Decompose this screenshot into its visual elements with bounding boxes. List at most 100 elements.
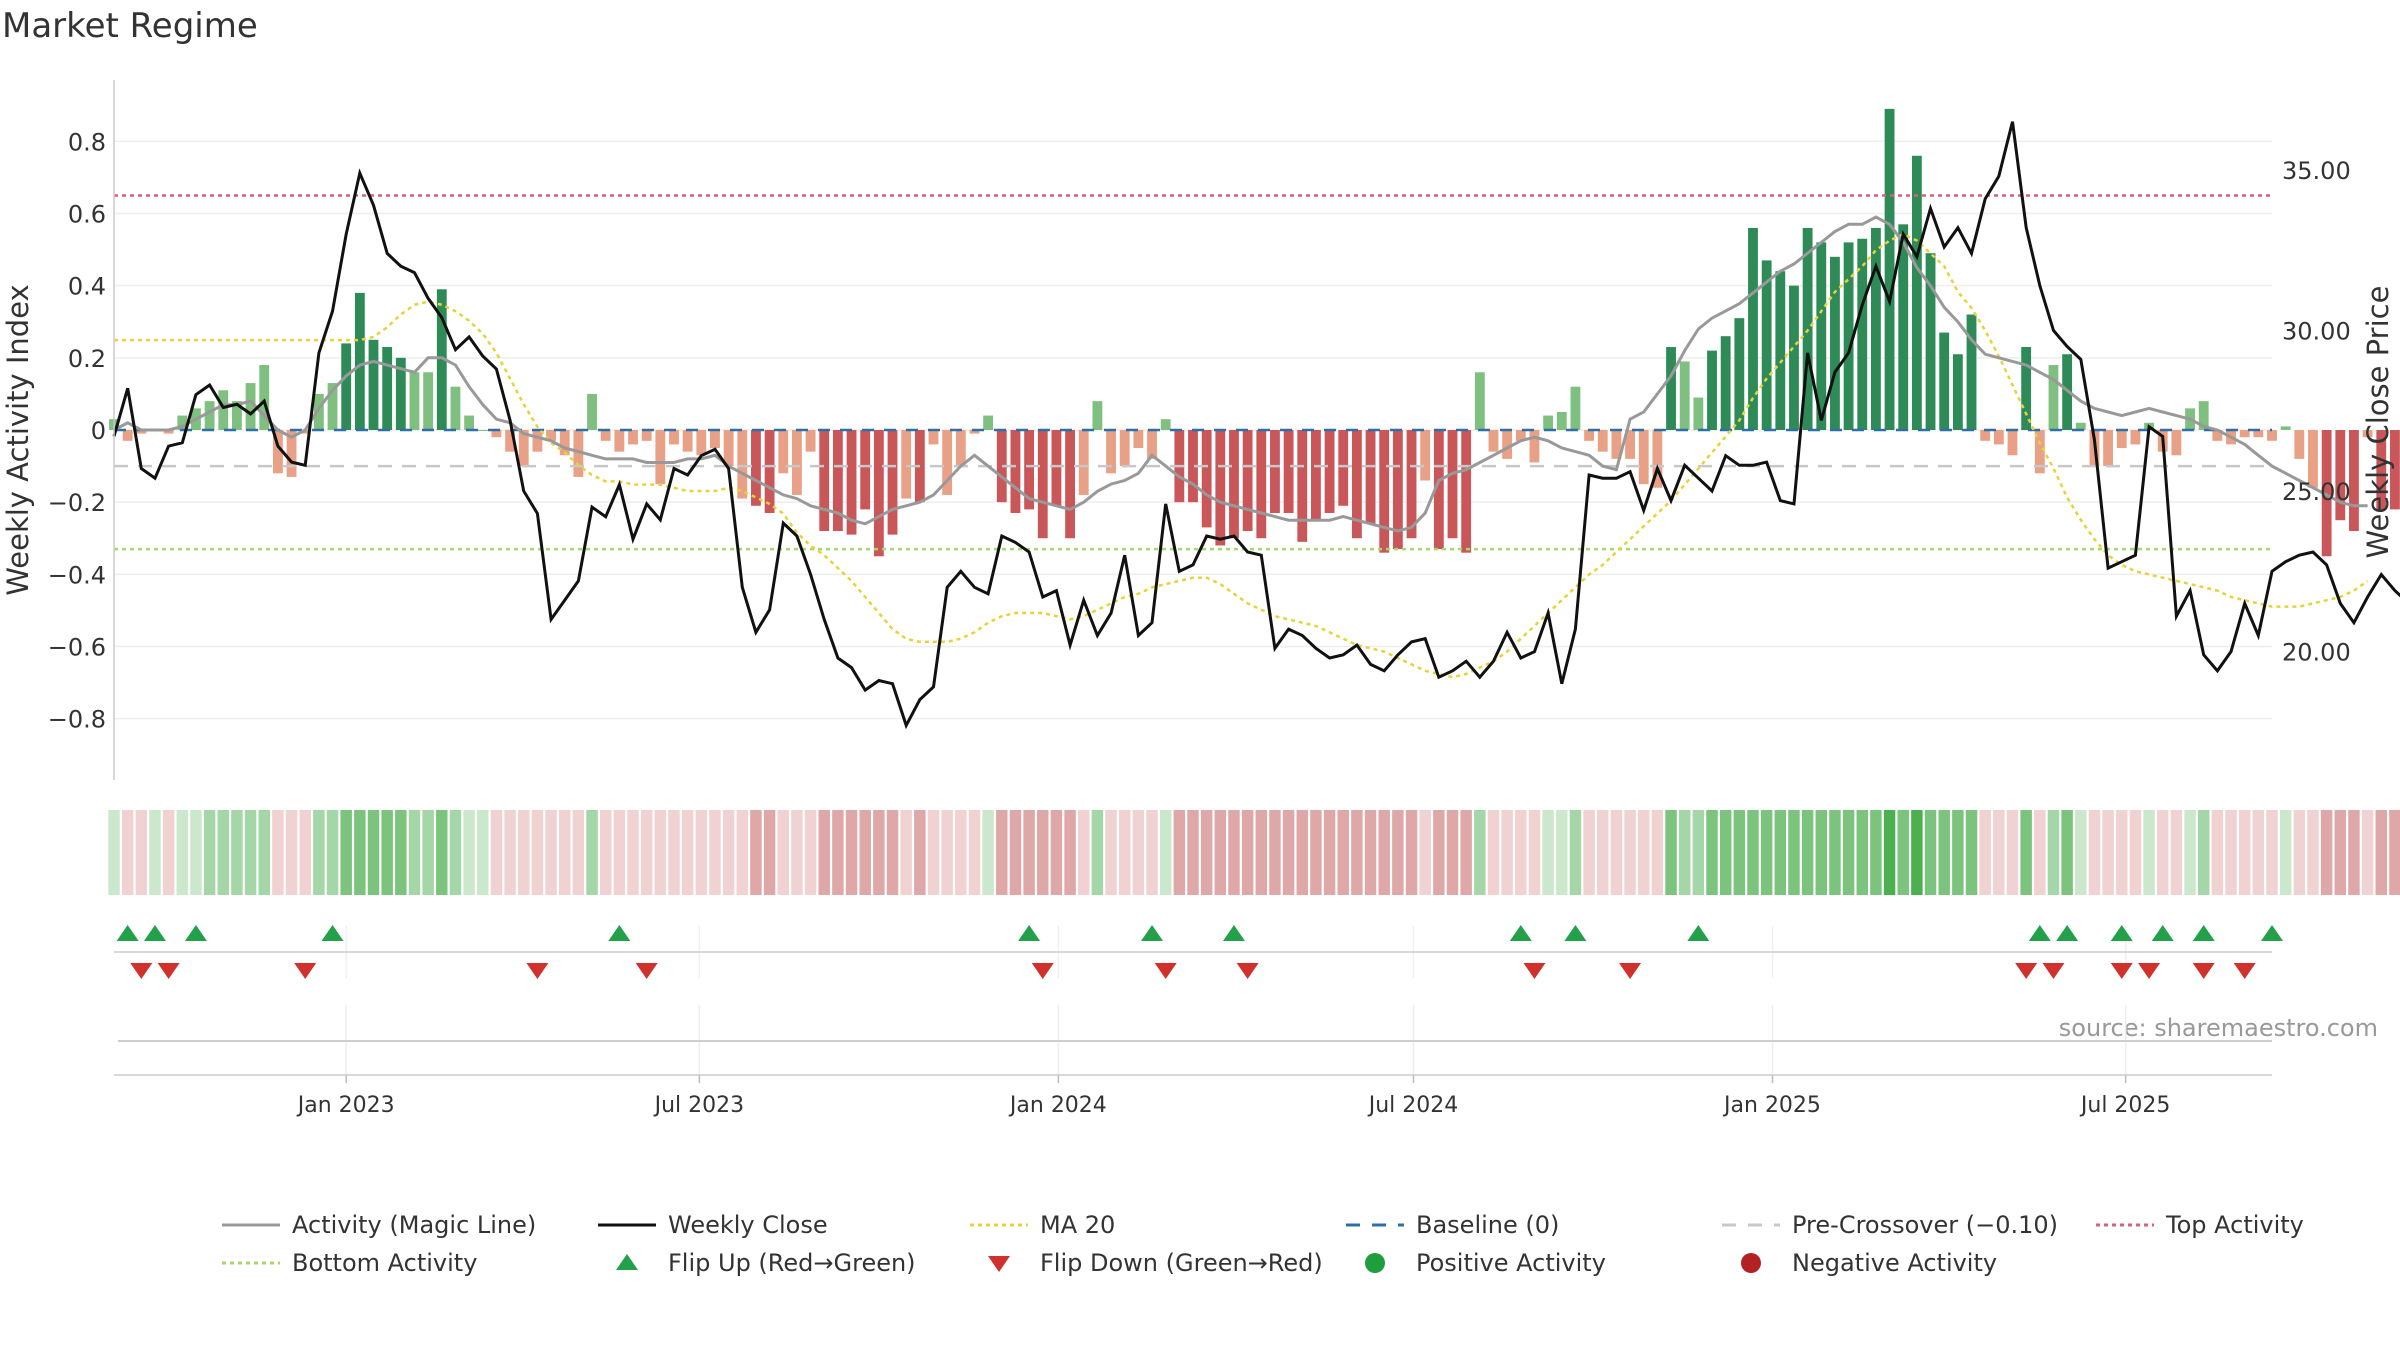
activity-bar <box>1734 318 1745 430</box>
activity-bar <box>1338 430 1349 506</box>
regime-strip-cell <box>1241 810 1254 895</box>
activity-bar <box>300 430 311 434</box>
activity-bar <box>996 430 1007 503</box>
activity-bar <box>1119 430 1130 467</box>
activity-bar <box>2171 430 2182 456</box>
flip-up-marker <box>184 925 207 941</box>
regime-strip-cell <box>504 810 516 895</box>
regime-strip-cell <box>1801 810 1814 895</box>
activity-bar <box>600 430 611 441</box>
flip-up-marker <box>1018 925 1041 941</box>
activity-bar <box>464 415 475 430</box>
activity-bar <box>955 430 966 467</box>
regime-strip-cell <box>2252 810 2265 895</box>
flip-down-marker <box>2138 963 2161 979</box>
activity-bar <box>2075 422 2086 430</box>
activity-bar <box>1652 430 1663 488</box>
activity-bar <box>832 430 843 532</box>
activity-bar <box>573 430 584 477</box>
regime-strip-cell <box>1118 810 1131 895</box>
activity-bar <box>259 365 270 430</box>
activity-bar <box>655 430 666 485</box>
activity-bar <box>1529 430 1540 463</box>
activity-bar <box>1898 224 1909 430</box>
activity-bar <box>1092 401 1103 430</box>
activity-bar <box>1392 430 1403 550</box>
activity-bar <box>1625 430 1635 459</box>
activity-bar <box>2212 430 2223 441</box>
regime-strip-cell <box>1091 810 1104 895</box>
regime-strip-cell <box>914 810 926 895</box>
regime-strip-cell <box>1296 810 1309 895</box>
flip-down-marker <box>1236 963 1259 979</box>
regime-strip-cell <box>313 810 325 895</box>
regime-strip-cell <box>2075 810 2087 895</box>
flip-down-marker <box>526 963 549 979</box>
regime-strip-cell <box>2334 810 2347 895</box>
activity-bar <box>1078 430 1089 495</box>
flip-down-marker <box>1031 963 1054 979</box>
activity-bar <box>2376 430 2387 510</box>
activity-bar <box>1816 242 1827 430</box>
regime-strip-cell <box>1897 810 1909 895</box>
regime-strip-cell <box>2225 810 2237 895</box>
activity-bar <box>1351 430 1362 539</box>
regime-strip-cell <box>1719 810 1732 895</box>
flip-down-marker <box>1619 963 1642 979</box>
regime-strip-cell <box>1269 810 1281 895</box>
activity-bar <box>1515 430 1526 441</box>
legend-item: Pre-Crossover (−0.10) <box>1722 1211 2058 1239</box>
activity-bar <box>245 383 256 430</box>
activity-bar <box>1201 430 1212 528</box>
legend-label: Flip Down (Green→Red) <box>1040 1249 1323 1277</box>
regime-strip-cell <box>709 810 721 895</box>
page-title: Market Regime <box>2 6 258 46</box>
regime-strip-cell <box>2061 810 2073 895</box>
activity-bar <box>983 415 994 430</box>
activity-bar <box>204 401 215 430</box>
regime-strip-cell <box>258 810 270 895</box>
activity-bar <box>1147 430 1157 459</box>
regime-strip-cell <box>381 810 393 895</box>
regime-strip-cell <box>613 810 626 895</box>
regime-strip-cell <box>886 810 899 895</box>
activity-bar <box>2267 430 2277 441</box>
regime-strip-cell <box>1446 810 1459 895</box>
regime-strip-cell <box>1050 810 1063 895</box>
flip-down-marker <box>2042 963 2065 979</box>
regime-strip-cell <box>2279 810 2292 895</box>
regime-strip-cell <box>531 810 544 895</box>
regime-strip-cell <box>135 810 148 895</box>
regime-strip-cell <box>941 810 953 895</box>
regime-strip-cell <box>272 810 284 895</box>
flip-up-marker <box>1141 925 1164 941</box>
regime-strip-cell <box>1883 810 1896 895</box>
y-right-tick-label: 25.00 <box>2282 478 2351 506</box>
ma20-line <box>114 232 2369 679</box>
activity-bar <box>1461 430 1472 553</box>
regime-strip-cell <box>1146 810 1158 895</box>
regime-strip-cell <box>463 810 475 895</box>
threshold-lines <box>114 194 2272 551</box>
regime-strip-cell <box>2348 810 2360 895</box>
activity-bar <box>1406 430 1417 539</box>
legend-item: Baseline (0) <box>1346 1211 1559 1239</box>
regime-strip-cell <box>1487 810 1500 895</box>
legend-label: Weekly Close <box>668 1211 828 1239</box>
activity-bar <box>1775 271 1786 430</box>
activity-bar <box>2321 430 2332 557</box>
regime-strip-cell <box>1323 810 1336 895</box>
regime-strip-cell <box>804 810 817 895</box>
flip-up-marker <box>143 925 166 941</box>
regime-strip-cell <box>299 810 311 895</box>
activity-bar <box>232 401 242 430</box>
x-tick-label: Jul 2025 <box>2079 1093 2171 1118</box>
regime-strip-cell <box>2361 810 2374 895</box>
activity-bar <box>477 430 488 431</box>
flip-down-marker <box>1154 963 1177 979</box>
activity-bar <box>1952 354 1963 430</box>
flip-up-marker <box>2192 925 2215 941</box>
regime-strip-cell <box>1624 810 1636 895</box>
regime-strip-cell <box>1665 810 1677 895</box>
legend-item: Bottom Activity <box>222 1249 477 1277</box>
